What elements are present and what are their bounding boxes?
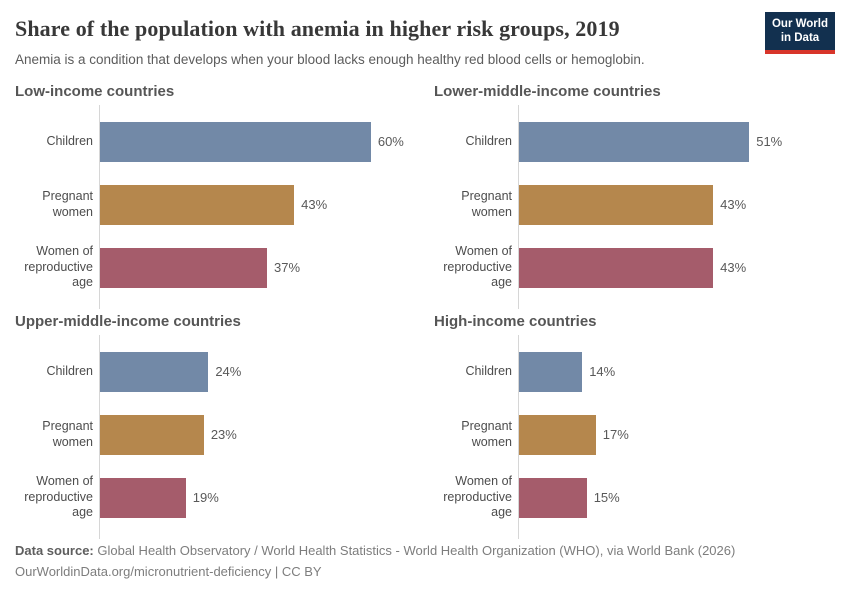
value-label: 51%	[756, 134, 783, 149]
category-label: Pregnant women	[42, 418, 93, 449]
bar[interactable]	[519, 184, 714, 225]
bar[interactable]	[100, 184, 295, 225]
bar-track: 23%	[99, 403, 416, 466]
bar-track: 14%	[518, 340, 835, 403]
y-axis-line	[99, 105, 100, 309]
bar-track: 51%	[518, 110, 835, 173]
category-label: Children	[465, 363, 512, 378]
panel-title: Upper-middle-income countries	[15, 313, 241, 330]
bar[interactable]	[100, 477, 186, 518]
bar-row: Children 14%	[434, 340, 835, 403]
value-label: 24%	[215, 364, 242, 379]
bar-track: 19%	[99, 466, 416, 529]
value-label: 60%	[377, 134, 404, 149]
bar-track: 17%	[518, 403, 835, 466]
bar-track: 43%	[99, 173, 416, 236]
panel-rows: Children 24% Pregnant women 23% Women of rep…	[15, 335, 416, 539]
value-label: 14%	[589, 364, 616, 379]
value-label: 23%	[210, 427, 237, 442]
bar-track: 60%	[99, 110, 416, 173]
category-label: Women of reproductive age	[443, 244, 512, 290]
bar-row: Women of reproductive age 37%	[15, 236, 416, 299]
chart-footer: Data source: Global Health Observatory /…	[0, 529, 850, 583]
category-label: Women of reproductive age	[24, 244, 93, 290]
bar-row: Children 51%	[434, 110, 835, 173]
bar-track: 37%	[99, 236, 416, 299]
value-label: 43%	[301, 197, 328, 212]
panel-1: Lower-middle-income countries Children 51%…	[434, 83, 835, 309]
bar[interactable]	[519, 414, 596, 455]
owid-logo-line2: in Data	[780, 32, 820, 45]
data-source-label: Data source:	[15, 543, 94, 558]
bar[interactable]	[100, 414, 204, 455]
category-label: Pregnant women	[461, 418, 512, 449]
bar-row: Pregnant women 17%	[434, 403, 835, 466]
panel-3: High-income countries Children 14% Pregnant…	[434, 313, 835, 539]
panel-0: Low-income countries Children 60% Pregnant …	[15, 83, 416, 309]
bar-track: 43%	[518, 236, 835, 299]
panel-rows: Children 51% Pregnant women 43% Women of rep…	[434, 105, 835, 309]
bar[interactable]	[519, 121, 750, 162]
bar-row: Children 24%	[15, 340, 416, 403]
owid-logo: Our World in Data	[765, 12, 835, 54]
panel-title: Lower-middle-income countries	[434, 83, 661, 100]
category-label: Pregnant women	[461, 188, 512, 219]
bar[interactable]	[519, 351, 583, 392]
bar-row: Women of reproductive age 43%	[434, 236, 835, 299]
panel-title: High-income countries	[434, 313, 597, 330]
value-label: 15%	[593, 490, 620, 505]
bar-track: 43%	[518, 173, 835, 236]
bar-row: Women of reproductive age 15%	[434, 466, 835, 529]
category-label: Children	[465, 133, 512, 148]
panel-title: Low-income countries	[15, 83, 175, 100]
y-axis-line	[99, 335, 100, 539]
chart-subtitle: Anemia is a condition that develops when…	[15, 52, 645, 67]
panel-rows: Children 60% Pregnant women 43% Women of rep…	[15, 105, 416, 309]
value-label: 43%	[720, 197, 747, 212]
panel-rows: Children 14% Pregnant women 17% Women of rep…	[434, 335, 835, 539]
category-label: Women of reproductive age	[24, 474, 93, 520]
category-label: Pregnant women	[42, 188, 93, 219]
bar-row: Pregnant women 23%	[15, 403, 416, 466]
bar-row: Children 60%	[15, 110, 416, 173]
category-label: Children	[46, 133, 93, 148]
panel-2: Upper-middle-income countries Children 24%…	[15, 313, 416, 539]
bar[interactable]	[519, 477, 587, 518]
bar-row: Women of reproductive age 19%	[15, 466, 416, 529]
bar[interactable]	[100, 121, 371, 162]
category-label: Women of reproductive age	[443, 474, 512, 520]
value-label: 43%	[720, 260, 747, 275]
bar-track: 24%	[99, 340, 416, 403]
data-source-text: Global Health Observatory / World Health…	[93, 543, 736, 558]
bar-row: Pregnant women 43%	[15, 173, 416, 236]
y-axis-line	[518, 335, 519, 539]
value-label: 19%	[192, 490, 219, 505]
owid-logo-line1: Our World	[771, 18, 828, 30]
value-label: 37%	[274, 260, 301, 275]
bar[interactable]	[100, 247, 268, 288]
category-label: Children	[46, 363, 93, 378]
chart-title: Share of the population with anemia in h…	[15, 16, 620, 41]
y-axis-line	[518, 105, 519, 309]
bar-track: 15%	[518, 466, 835, 529]
chart-header: Share of the population with anemia in h…	[0, 0, 850, 67]
bar[interactable]	[519, 247, 714, 288]
license-line: OurWorldinData.org/micronutrient-deficie…	[15, 563, 322, 579]
bar-row: Pregnant women 43%	[434, 173, 835, 236]
value-label: 17%	[602, 427, 629, 442]
data-source-line: Data source: Global Health Observatory /…	[15, 541, 835, 562]
bar[interactable]	[100, 351, 209, 392]
panels-grid: Low-income countries Children 60% Pregnant …	[0, 83, 850, 539]
